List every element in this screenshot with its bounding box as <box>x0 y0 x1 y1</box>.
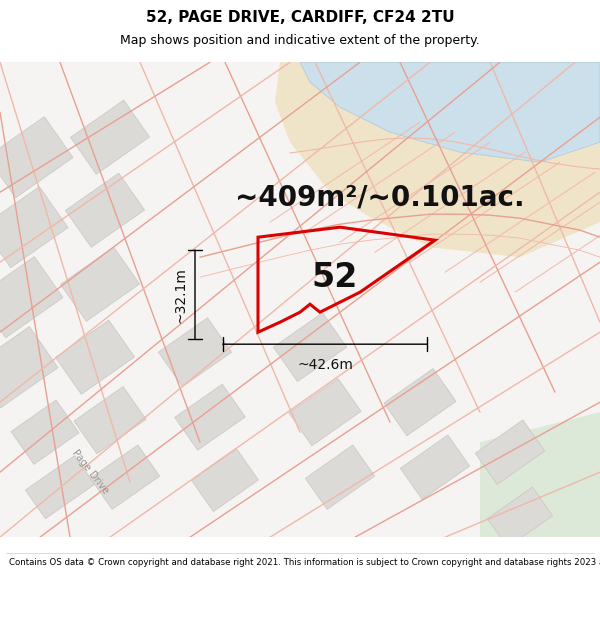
Text: Page Drive: Page Drive <box>70 448 110 496</box>
Text: 52, PAGE DRIVE, CARDIFF, CF24 2TU: 52, PAGE DRIVE, CARDIFF, CF24 2TU <box>146 9 454 24</box>
Polygon shape <box>11 400 79 464</box>
Polygon shape <box>91 445 160 509</box>
Polygon shape <box>475 420 545 484</box>
Polygon shape <box>400 435 470 499</box>
Polygon shape <box>70 100 149 174</box>
Polygon shape <box>191 449 259 511</box>
Text: 52: 52 <box>312 261 358 294</box>
Polygon shape <box>65 173 145 248</box>
Polygon shape <box>0 327 58 408</box>
Polygon shape <box>275 62 600 258</box>
Polygon shape <box>480 412 600 537</box>
Polygon shape <box>61 247 140 321</box>
Polygon shape <box>55 320 134 394</box>
Polygon shape <box>0 117 73 198</box>
Polygon shape <box>384 369 456 436</box>
Polygon shape <box>300 62 600 162</box>
Polygon shape <box>487 487 553 548</box>
Text: ~42.6m: ~42.6m <box>297 358 353 372</box>
Polygon shape <box>158 318 232 387</box>
Text: Map shows position and indicative extent of the property.: Map shows position and indicative extent… <box>120 34 480 47</box>
Polygon shape <box>175 384 245 450</box>
Text: ~32.1m: ~32.1m <box>173 267 187 322</box>
Polygon shape <box>289 379 361 446</box>
Text: Contains OS data © Crown copyright and database right 2021. This information is : Contains OS data © Crown copyright and d… <box>9 558 600 567</box>
Polygon shape <box>74 387 146 454</box>
Polygon shape <box>25 456 95 519</box>
Polygon shape <box>0 257 63 338</box>
Polygon shape <box>305 445 374 509</box>
Polygon shape <box>0 187 68 268</box>
Text: ~409m²/~0.101ac.: ~409m²/~0.101ac. <box>235 183 525 211</box>
Polygon shape <box>274 312 347 382</box>
